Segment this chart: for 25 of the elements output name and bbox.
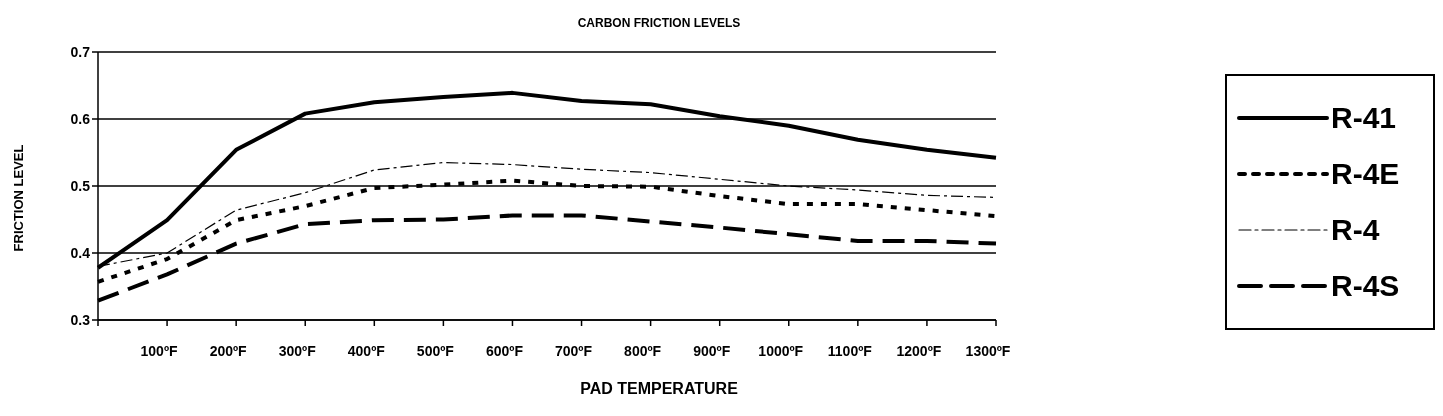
x-tick-label: 900ºF [693, 342, 731, 359]
x-tick-label: 1300ºF [965, 342, 1011, 359]
x-tick-label: 800ºF [624, 342, 662, 359]
x-axis-title: PAD TEMPERATURE [579, 380, 739, 398]
legend-label: R-4 [1331, 213, 1380, 247]
legend-label: R-4S [1331, 269, 1400, 303]
chart-title: CARBON FRICTION LEVELS [576, 16, 742, 30]
y-tick-label: 0.5 [70, 177, 91, 194]
x-tick-label: 400ºF [347, 342, 386, 359]
x-tick-label: 1100ºF [827, 342, 873, 359]
y-tick-label: 0.3 [70, 311, 91, 328]
x-tick-label: 1000ºF [758, 342, 804, 359]
x-tick-label: 600ºF [485, 342, 524, 359]
y-axis-title: FRICTION LEVEL [10, 144, 26, 252]
y-tick-label: 0.7 [70, 43, 91, 60]
legend-label: R-41 [1331, 101, 1397, 135]
x-tick-label: 200ºF [209, 342, 248, 359]
legend-label: R-4E [1331, 157, 1400, 191]
x-tick-label: 300ºF [278, 342, 317, 359]
x-tick-label: 100ºF [140, 342, 179, 359]
y-tick-label: 0.4 [70, 244, 91, 261]
x-tick-label: 500ºF [416, 342, 455, 359]
y-tick-label: 0.6 [70, 110, 91, 127]
x-tick-label: 1200ºF [896, 342, 942, 359]
x-tick-label: 700ºF [555, 342, 593, 359]
